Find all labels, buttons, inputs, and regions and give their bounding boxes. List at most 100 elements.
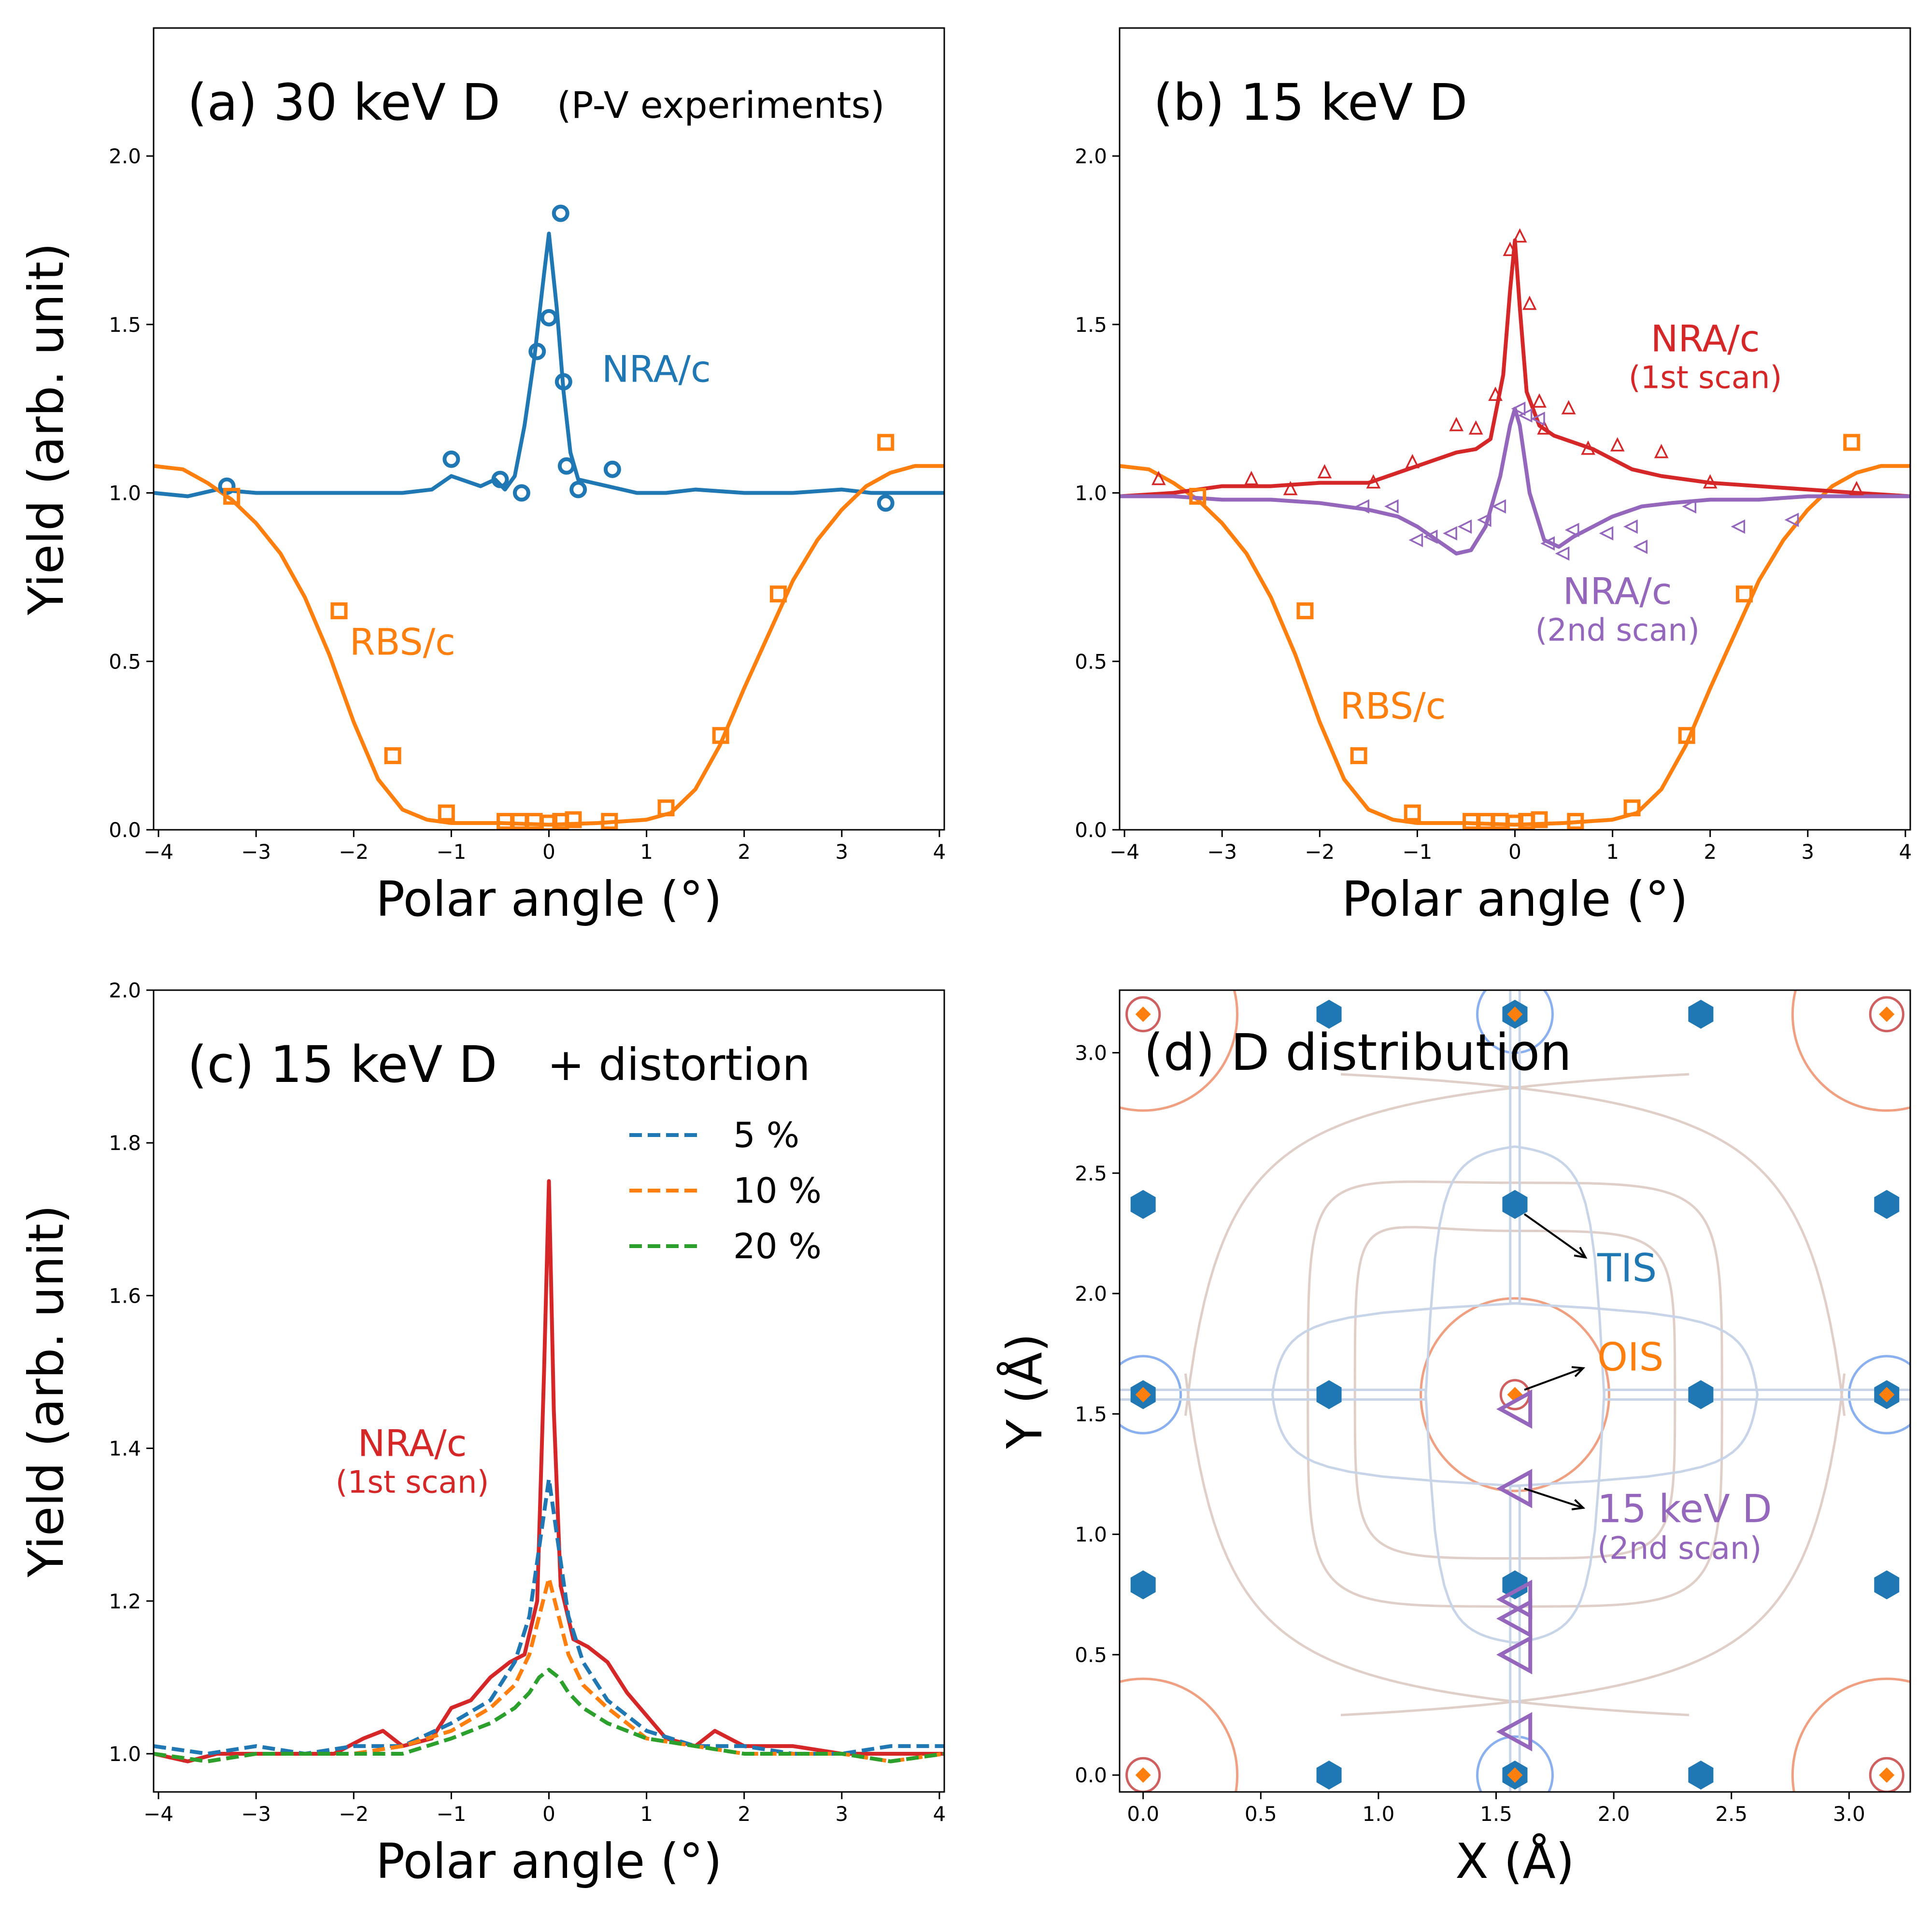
- annotation-arrowhead: [1571, 1366, 1586, 1378]
- d-position-marker: [1496, 1635, 1533, 1675]
- annotation-label: RBS/c: [1340, 684, 1446, 727]
- y-tick-label: 2.0: [1075, 1282, 1107, 1306]
- y-tick-label: 1.0: [1075, 1523, 1107, 1547]
- data-point: [569, 481, 587, 498]
- y-tick-label: 1.0: [109, 482, 141, 505]
- y-axis-label: Y (Å): [996, 1333, 1053, 1449]
- data-point: [1678, 727, 1695, 744]
- data-point: [1512, 228, 1527, 243]
- x-tick-label: 0.5: [1245, 1802, 1277, 1826]
- y-tick-label: 2.0: [109, 979, 141, 1002]
- d-position-marker: [1496, 1579, 1533, 1619]
- data-point: [565, 811, 582, 828]
- y-tick-label: 3.0: [1075, 1041, 1107, 1065]
- legend-label: 20 %: [733, 1226, 822, 1266]
- series-nra-c-1st-scan-fit-line: [1120, 238, 1910, 498]
- data-point: [384, 747, 401, 765]
- data-point: [601, 813, 618, 830]
- series-rbs-c-fit-line: [1120, 464, 1910, 827]
- y-tick-label: 2.5: [1075, 1162, 1107, 1185]
- contour-edge-arc: [1476, 990, 1554, 1054]
- annotation-sublabel: (1st scan): [336, 1464, 489, 1500]
- y-tick-label: 0.0: [109, 818, 141, 842]
- contour-edge-arc: [1120, 1355, 1182, 1435]
- data-point: [1731, 519, 1746, 534]
- contour-square: [1353, 1226, 1676, 1560]
- data-point: [1540, 536, 1555, 551]
- data-point: [218, 477, 236, 495]
- plot-area: [1120, 228, 1910, 830]
- x-tick-label: −2: [1305, 840, 1335, 864]
- data-point: [1518, 408, 1533, 423]
- y-tick-label: 1.5: [109, 313, 141, 337]
- x-tick-label: 0: [542, 1802, 555, 1826]
- data-point: [1849, 481, 1864, 496]
- y-axis-label: Yield (arb. unit): [18, 242, 74, 615]
- annotation-label: TIS: [1597, 1246, 1657, 1291]
- panel-subtitle: (P-V experiments): [557, 84, 885, 127]
- annotation-label: RBS/c: [350, 620, 455, 663]
- tis-site-marker: [1502, 1570, 1528, 1600]
- contour-edge-hyperbola: [1509, 990, 1759, 1792]
- data-point: [712, 727, 729, 744]
- panel-title: (b) 15 keV D: [1153, 73, 1467, 132]
- data-point: [1384, 499, 1399, 514]
- y-tick-label: 1.0: [1075, 482, 1107, 505]
- data-point: [1468, 420, 1483, 435]
- x-tick-label: 2.0: [1598, 1802, 1630, 1826]
- panel-title: (d) D distribution: [1144, 1023, 1572, 1082]
- x-axis-label: Polar angle (°): [376, 1833, 722, 1889]
- data-point: [1283, 481, 1298, 496]
- contour-edge-hyperbola: [1120, 1389, 1910, 1644]
- x-tick-label: 2: [1704, 840, 1717, 864]
- tis-site-marker: [1316, 1761, 1342, 1790]
- tis-site-marker: [1874, 1190, 1900, 1219]
- y-tick-label: 1.4: [109, 1437, 141, 1461]
- data-point: [1522, 296, 1537, 310]
- axes-frame: [153, 27, 945, 831]
- annotation-label: NRA/c: [358, 1421, 467, 1464]
- data-point: [1784, 512, 1799, 527]
- tis-site-marker: [1316, 1380, 1342, 1409]
- annotation-arrowhead: [1574, 1247, 1588, 1259]
- y-tick-label: 1.2: [109, 1590, 141, 1613]
- series-20--line: [154, 1668, 944, 1763]
- d-position-marker: [1496, 1712, 1533, 1752]
- annotation-label: 15 keV D: [1597, 1487, 1772, 1532]
- legend-label: 10 %: [733, 1170, 822, 1211]
- tis-site-marker: [1502, 1190, 1528, 1219]
- panel-title: (c) 15 keV D: [187, 1035, 497, 1094]
- ois-site-marker: [1135, 1767, 1151, 1783]
- data-point: [1317, 464, 1332, 479]
- data-point: [491, 470, 509, 488]
- data-point: [1443, 526, 1457, 541]
- data-point: [1423, 529, 1438, 544]
- panel-a: −4 −3 −2 −1 0 1 2 3 4 0.0 0.5 1.0 1.5 2.0 Polar angle …: [18, 27, 946, 927]
- data-point: [1843, 434, 1861, 451]
- data-point: [330, 602, 348, 620]
- contour-corner-arc: [1791, 990, 1910, 1112]
- d-position-marker: [1496, 1469, 1533, 1508]
- series-nra-c-1st-scan--line: [154, 1179, 944, 1763]
- data-point: [1492, 499, 1506, 514]
- panel-subtitle: + distortion: [547, 1039, 810, 1091]
- series-5--line: [154, 1477, 944, 1756]
- data-point: [1506, 814, 1523, 830]
- x-tick-label: −1: [436, 840, 466, 864]
- contour-corner-hyperbola: [1340, 1073, 1846, 1416]
- series-rbs-c-fit-line: [154, 464, 944, 827]
- x-axis-label: Polar angle (°): [1342, 871, 1688, 927]
- d-position-marker: [1496, 1389, 1533, 1429]
- axes-frame: [1119, 989, 1911, 1793]
- data-point: [1623, 799, 1641, 817]
- data-point: [1366, 474, 1381, 489]
- tis-site-marker: [1130, 1190, 1156, 1219]
- contour-corner-arc: [1791, 1677, 1910, 1792]
- annotation-arrowhead: [1571, 1499, 1586, 1510]
- panel-d: 0.0 0.5 1.0 1.5 2.0 2.5 3.0 0.0 0.5 1.0 1.5 2.0 2.5 3…: [996, 989, 1911, 1889]
- annotation-label: NRA/c: [1651, 317, 1760, 360]
- y-tick-label: 0.0: [1075, 1763, 1107, 1787]
- x-tick-label: 1.5: [1480, 1802, 1512, 1826]
- data-point: [1531, 811, 1548, 828]
- data-point: [1561, 400, 1576, 414]
